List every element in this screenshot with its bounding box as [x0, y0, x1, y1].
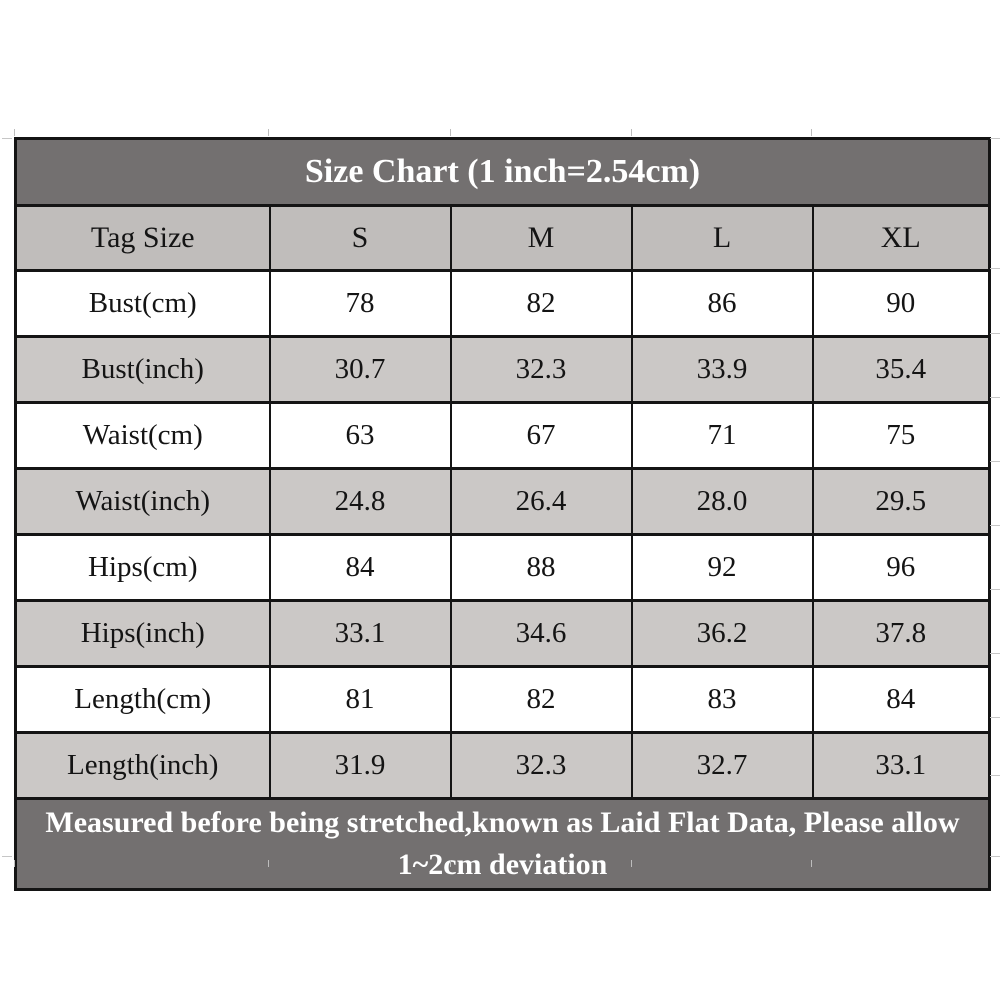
- table-title-row: Size Chart (1 inch=2.54cm): [14, 137, 991, 207]
- row-label: Hips(cm): [14, 533, 271, 602]
- cell-value: 34.6: [449, 599, 633, 668]
- cell-value: 31.9: [268, 731, 452, 800]
- gridline-tick: [990, 856, 1000, 857]
- cell-value: 30.7: [268, 335, 452, 404]
- table-row-bust-inch: Bust(inch) 30.7 32.3 33.9 35.4: [14, 335, 991, 404]
- gridline-tick: [450, 129, 451, 136]
- column-header-tag-size: Tag Size: [14, 204, 271, 272]
- gridline-tick: [14, 860, 15, 867]
- table-row-waist-cm: Waist(cm) 63 67 71 75: [14, 401, 991, 470]
- table-row-bust-cm: Bust(cm) 78 82 86 90: [14, 269, 991, 338]
- gridline-tick: [990, 138, 1000, 139]
- row-label: Waist(inch): [14, 467, 271, 536]
- gridline-tick: [2, 856, 12, 857]
- cell-value: 78: [268, 269, 452, 338]
- cell-value: 35.4: [811, 335, 991, 404]
- gridline-tick: [811, 129, 812, 136]
- row-label: Bust(inch): [14, 335, 271, 404]
- gridline-tick: [631, 860, 632, 867]
- gridline-tick: [990, 397, 1000, 398]
- table-row-hips-inch: Hips(inch) 33.1 34.6 36.2 37.8: [14, 599, 991, 668]
- cell-value: 82: [449, 665, 633, 734]
- gridline-tick: [990, 461, 1000, 462]
- table-row-length-inch: Length(inch) 31.9 32.3 32.7 33.1: [14, 731, 991, 800]
- cell-value: 26.4: [449, 467, 633, 536]
- gridline-tick: [450, 860, 451, 867]
- cell-value: 86: [630, 269, 814, 338]
- gridline-tick: [631, 129, 632, 136]
- gridline-tick: [811, 860, 812, 867]
- cell-value: 32.7: [630, 731, 814, 800]
- row-label: Length(cm): [14, 665, 271, 734]
- table-row-hips-cm: Hips(cm) 84 88 92 96: [14, 533, 991, 602]
- cell-value: 33.1: [268, 599, 452, 668]
- cell-value: 92: [630, 533, 814, 602]
- cell-value: 32.3: [449, 335, 633, 404]
- cell-value: 67: [449, 401, 633, 470]
- cell-value: 83: [630, 665, 814, 734]
- gridline-tick: [990, 333, 1000, 334]
- cell-value: 32.3: [449, 731, 633, 800]
- cell-value: 82: [449, 269, 633, 338]
- cell-value: 24.8: [268, 467, 452, 536]
- gridline-tick: [2, 138, 12, 139]
- table-header-row: Tag Size S M L XL: [14, 204, 991, 272]
- column-header-m: M: [449, 204, 633, 272]
- cell-value: 84: [268, 533, 452, 602]
- column-header-l: L: [630, 204, 814, 272]
- gridline-tick: [268, 129, 269, 136]
- gridline-tick: [990, 775, 1000, 776]
- cell-value: 96: [811, 533, 991, 602]
- table-row-length-cm: Length(cm) 81 82 83 84: [14, 665, 991, 734]
- cell-value: 33.9: [630, 335, 814, 404]
- cell-value: 36.2: [630, 599, 814, 668]
- gridline-tick: [990, 717, 1000, 718]
- table-title: Size Chart (1 inch=2.54cm): [14, 137, 991, 207]
- measurement-note: Measured before being stretched,known as…: [14, 797, 991, 891]
- table-row-waist-inch: Waist(inch) 24.8 26.4 28.0 29.5: [14, 467, 991, 536]
- gridline-tick: [268, 860, 269, 867]
- column-header-s: S: [268, 204, 452, 272]
- gridline-tick: [990, 268, 1000, 269]
- cell-value: 28.0: [630, 467, 814, 536]
- cell-value: 75: [811, 401, 991, 470]
- cell-value: 29.5: [811, 467, 991, 536]
- row-label: Length(inch): [14, 731, 271, 800]
- gridline-tick: [990, 589, 1000, 590]
- column-header-xl: XL: [811, 204, 991, 272]
- cell-value: 81: [268, 665, 452, 734]
- gridline-tick: [990, 653, 1000, 654]
- cell-value: 88: [449, 533, 633, 602]
- size-chart-table: Size Chart (1 inch=2.54cm) Tag Size S M …: [14, 137, 991, 891]
- cell-value: 84: [811, 665, 991, 734]
- measurement-note-line1: Measured before being stretched,known as…: [45, 806, 960, 839]
- cell-value: 63: [268, 401, 452, 470]
- gridline-tick: [990, 525, 1000, 526]
- row-label: Bust(cm): [14, 269, 271, 338]
- measurement-note-line2: 1~2cm deviation: [397, 848, 608, 881]
- table-footer-row: Measured before being stretched,known as…: [14, 797, 991, 891]
- cell-value: 90: [811, 269, 991, 338]
- gridline-tick: [14, 129, 15, 136]
- row-label: Hips(inch): [14, 599, 271, 668]
- row-label: Waist(cm): [14, 401, 271, 470]
- cell-value: 33.1: [811, 731, 991, 800]
- cell-value: 71: [630, 401, 814, 470]
- cell-value: 37.8: [811, 599, 991, 668]
